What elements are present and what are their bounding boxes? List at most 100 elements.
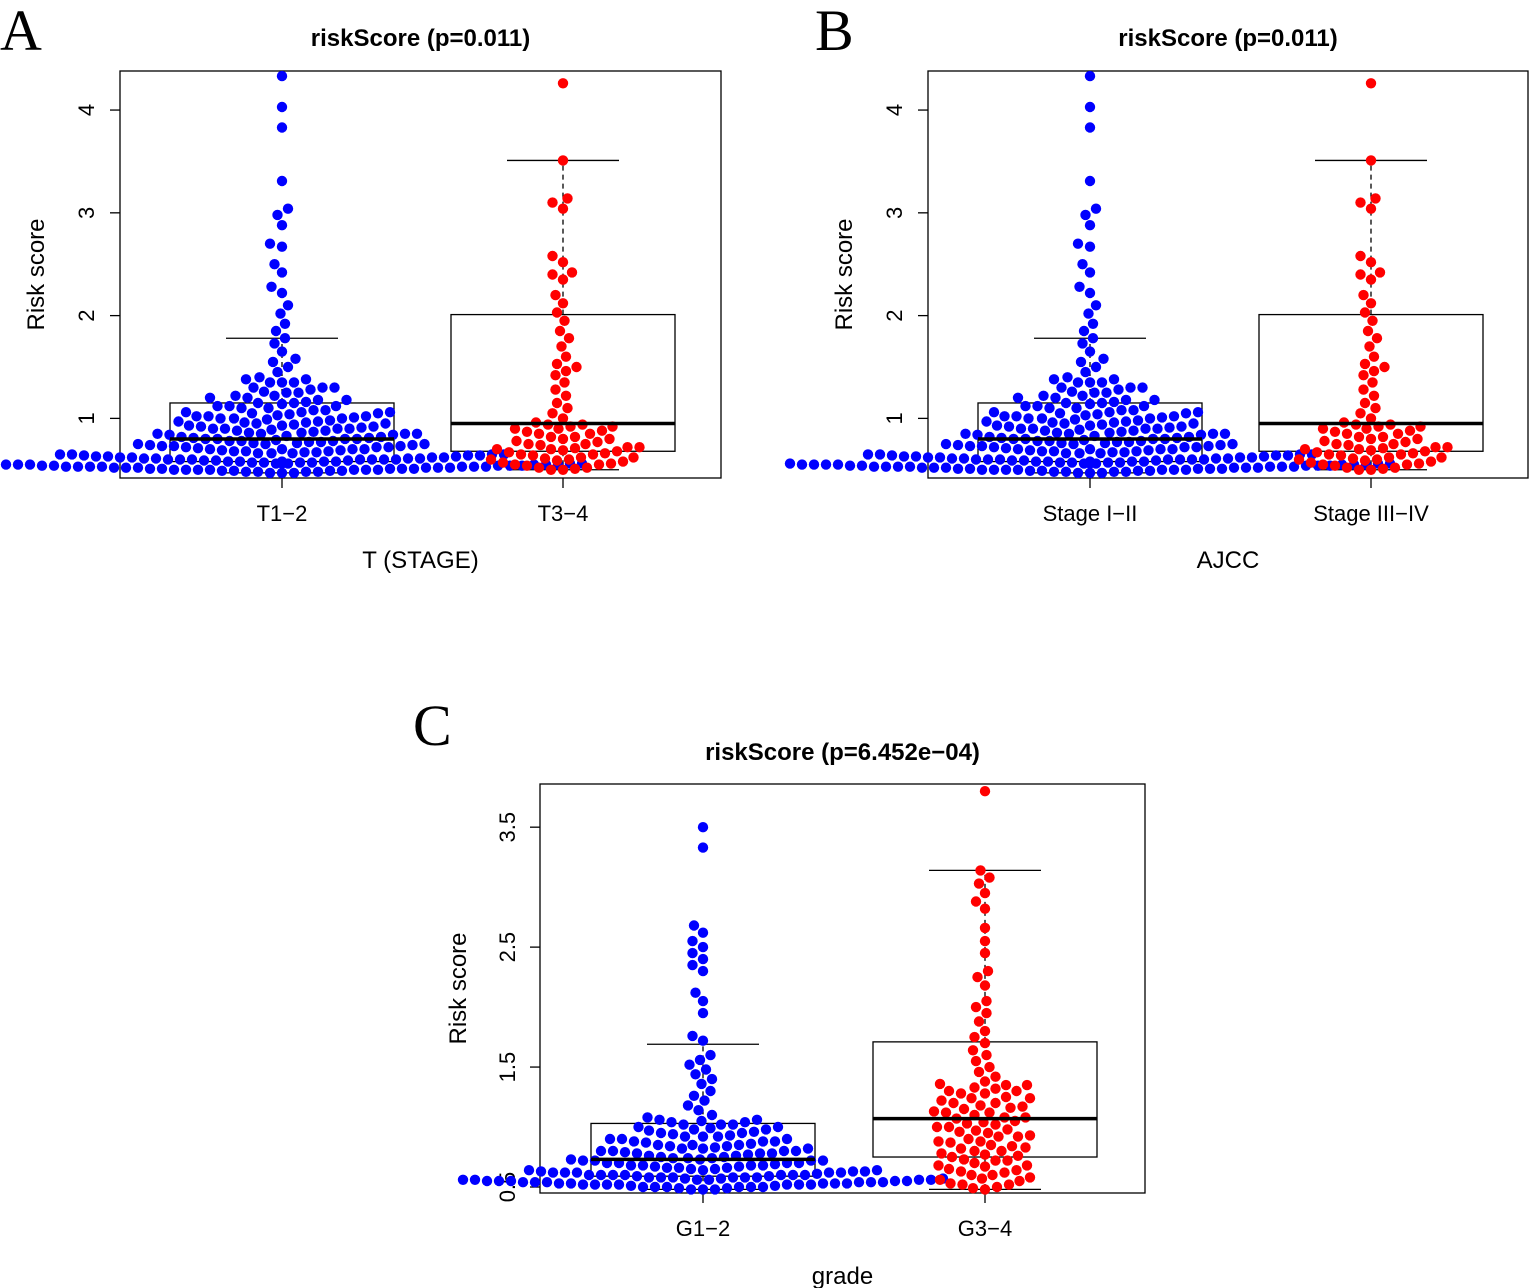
data-point (336, 413, 348, 424)
data-point (60, 461, 72, 472)
data-point (981, 416, 992, 427)
data-point (1084, 398, 1096, 410)
data-point (1021, 1079, 1033, 1091)
data-point (180, 442, 192, 453)
data-point (736, 1127, 748, 1139)
data-point (1014, 1175, 1025, 1187)
data-point (1096, 467, 1108, 479)
data-point (1011, 1085, 1022, 1097)
data-point (1156, 464, 1168, 475)
data-point (258, 386, 270, 397)
data-point (769, 1136, 781, 1147)
data-point (529, 1177, 541, 1188)
data-point (1038, 390, 1049, 401)
data-point (395, 440, 406, 452)
data-point (108, 462, 120, 473)
data-point (1343, 439, 1354, 451)
data-point (138, 453, 150, 464)
data-point (1204, 463, 1216, 474)
data-point (1270, 450, 1282, 461)
data-point (1096, 419, 1108, 430)
data-point (354, 454, 366, 465)
data-point (305, 384, 316, 395)
data-point (251, 418, 262, 429)
data-point (384, 407, 396, 418)
data-point (936, 1095, 947, 1106)
data-point (468, 461, 480, 472)
data-point (760, 1124, 772, 1135)
data-point (984, 1107, 995, 1118)
data-point (557, 298, 569, 309)
data-point (210, 455, 222, 466)
data-point (868, 461, 880, 472)
y-tick-label: 1 (74, 412, 99, 424)
data-point (988, 407, 1000, 418)
data-point (667, 1129, 679, 1140)
data-point (1131, 446, 1142, 457)
data-point (462, 450, 474, 461)
data-point (1024, 1172, 1036, 1183)
data-point (248, 382, 259, 393)
data-point (703, 1174, 715, 1186)
data-point (979, 903, 991, 914)
data-point (272, 209, 283, 221)
data-point (1365, 413, 1377, 424)
data-point (1074, 424, 1085, 435)
data-point (36, 460, 48, 471)
data-point (1371, 454, 1383, 465)
data-point (219, 423, 231, 434)
data-point (1024, 445, 1036, 456)
data-point (1036, 413, 1048, 424)
data-point (1276, 461, 1288, 472)
data-point (979, 935, 991, 947)
data-point (288, 377, 300, 388)
data-point (1400, 436, 1411, 448)
data-point (1305, 457, 1317, 468)
data-point (231, 425, 243, 436)
data-point (66, 449, 78, 460)
data-point (583, 1169, 595, 1181)
data-point (1364, 341, 1375, 352)
data-point (979, 1149, 991, 1160)
data-point (547, 197, 558, 208)
data-point (697, 941, 709, 953)
data-point (269, 259, 280, 270)
data-point (709, 1184, 721, 1195)
data-point (664, 1141, 676, 1152)
data-point (1036, 446, 1048, 457)
data-point (545, 444, 557, 455)
data-point (999, 1167, 1010, 1178)
data-point (697, 1165, 709, 1176)
data-point (697, 822, 709, 833)
data-point (215, 413, 226, 424)
data-point (24, 459, 36, 470)
data-point (754, 1148, 766, 1159)
data-point (966, 1169, 977, 1181)
data-point (521, 426, 533, 437)
data-point (408, 463, 420, 474)
data-point (293, 387, 304, 398)
data-point (551, 358, 563, 370)
data-point (1071, 402, 1082, 414)
data-point (1104, 407, 1115, 418)
data-point (975, 1136, 986, 1147)
data-point (679, 1173, 691, 1184)
data-point (961, 1118, 973, 1129)
data-point (1383, 452, 1395, 463)
data-point (195, 421, 207, 432)
data-point (705, 1049, 716, 1061)
data-point (485, 454, 497, 465)
data-point (545, 431, 557, 443)
data-point (276, 456, 288, 467)
data-point (407, 439, 418, 451)
data-point (871, 1165, 883, 1176)
data-point (1024, 1093, 1036, 1104)
data-point (1077, 338, 1088, 349)
data-point (1401, 459, 1413, 470)
data-point (1299, 444, 1311, 455)
data-point (990, 1083, 1001, 1094)
data-point (993, 1131, 1004, 1142)
data-point (697, 927, 709, 938)
data-point (1084, 220, 1096, 231)
data-point (372, 464, 384, 475)
